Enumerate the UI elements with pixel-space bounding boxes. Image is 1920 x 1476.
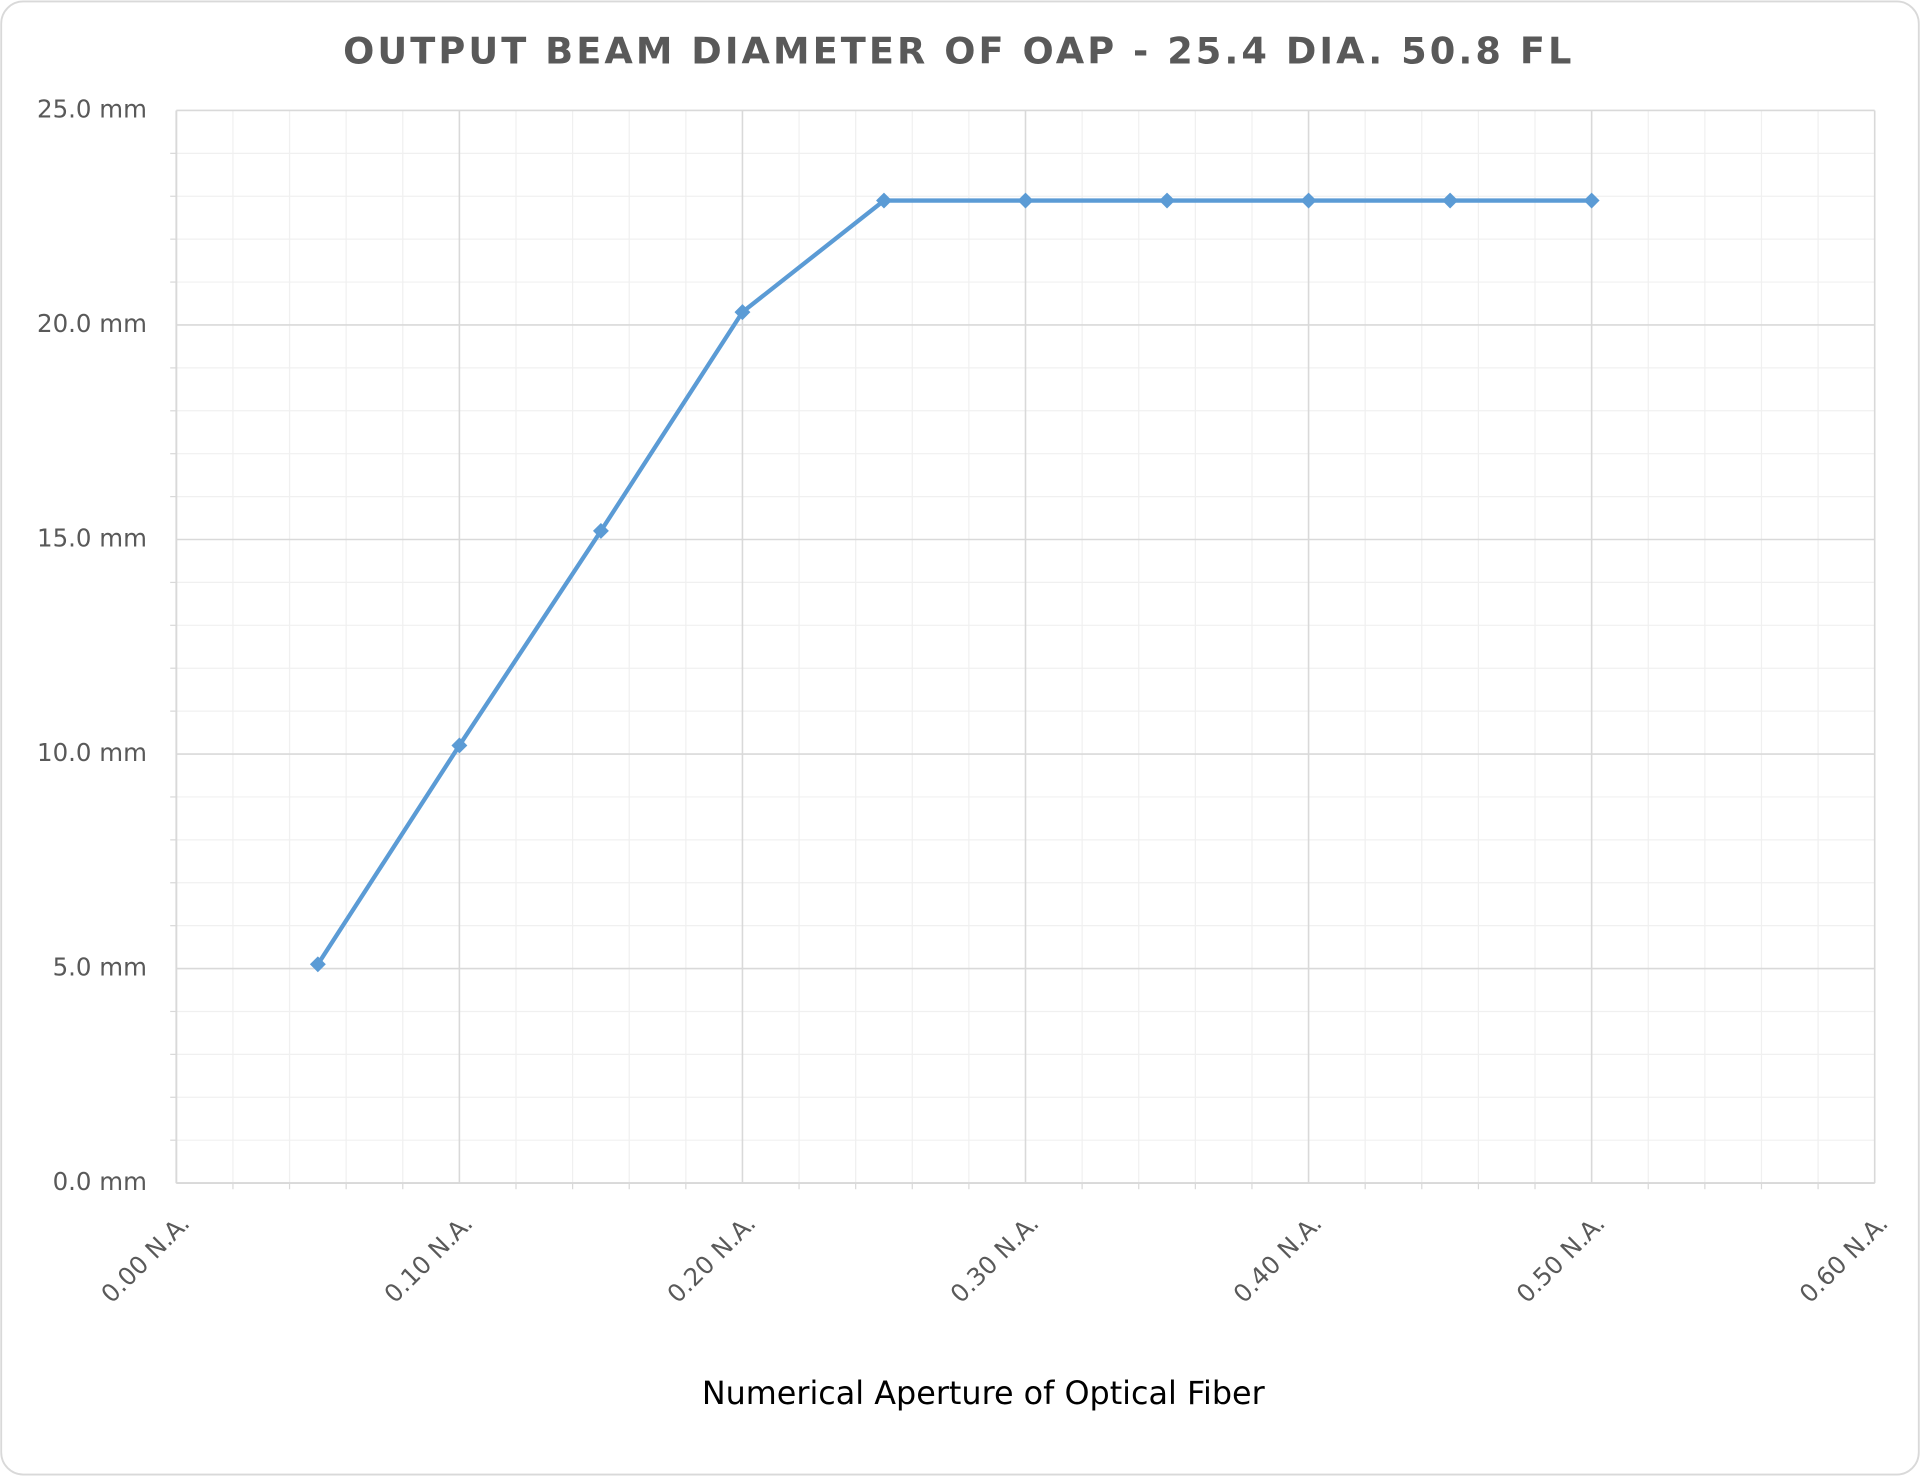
data-point: [734, 304, 751, 321]
data-point: [592, 522, 609, 539]
chart-title: OUTPUT BEAM DIAMETER OF OAP - 25.4 DIA. …: [343, 29, 1574, 72]
y-tick-label: 0.0 mm: [53, 1167, 147, 1196]
y-tick-label: 20.0 mm: [37, 309, 147, 338]
x-axis-title: Numerical Aperture of Optical Fiber: [702, 1374, 1266, 1412]
data-line: [316, 198, 1592, 966]
y-tick-label: 15.0 mm: [37, 524, 147, 553]
y-tick-label: 5.0 mm: [53, 953, 147, 982]
data-point: [309, 956, 326, 973]
y-tick-label: 10.0 mm: [37, 738, 147, 767]
data-point: [451, 737, 468, 754]
y-tick-label: 25.0 mm: [37, 94, 147, 123]
